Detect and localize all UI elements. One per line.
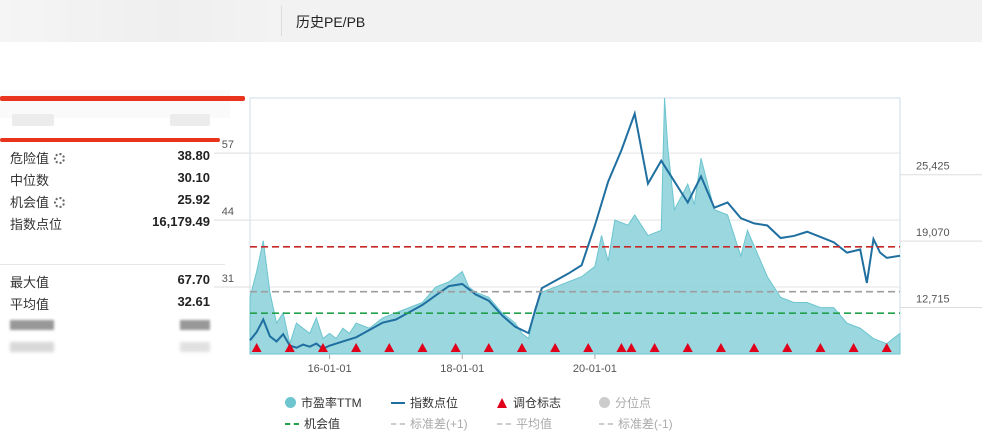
- stat-row-max: 最大值 67.70: [10, 269, 210, 291]
- pe-history-chart[interactable]: 57 44 31 25,425 19,070 12,715 16-01-01 18-01-01…: [214, 96, 982, 386]
- stat-row-median: 中位数 30.10: [10, 167, 210, 189]
- signal-triangle: [626, 343, 637, 352]
- signal-triangle: [649, 343, 660, 352]
- signal-triangle: [251, 343, 262, 352]
- stat-row-opportunity: 机会值 25.92: [10, 189, 210, 211]
- stats-panel-bottom: 最大值 67.70 平均值 32.61: [10, 269, 210, 357]
- signal-triangle: [384, 343, 395, 352]
- content-area: [0, 42, 982, 441]
- y-left-tick-label: 57: [222, 139, 234, 151]
- signal-triangle: [583, 343, 594, 352]
- signal-triangle: [351, 343, 362, 352]
- y-right-tick-label: 19,070: [916, 227, 950, 239]
- top-bar: 历史PE/PB: [0, 0, 982, 42]
- stat-label: 危险值: [10, 151, 50, 166]
- legend-label: 分位点: [615, 396, 652, 410]
- legend-item-mean[interactable]: 平均值: [497, 415, 552, 433]
- stats-panel-top: 危险值 38.80 中位数 30.10 机会值 25.92 指数点位 16,17…: [10, 145, 210, 233]
- stat-row-danger: 危险值 38.80: [10, 145, 210, 167]
- header-divider: [281, 6, 282, 36]
- legend-mean-dash-icon: [497, 423, 511, 425]
- legend-label: 机会值: [304, 417, 341, 431]
- signal-triangle: [715, 343, 726, 352]
- legend-std-plus-dash-icon: [391, 423, 405, 425]
- signal-triangle: [782, 343, 793, 352]
- legend-item-std-minus[interactable]: 标准差(-1): [599, 415, 673, 433]
- y-right-tick-label: 25,425: [916, 161, 950, 173]
- signal-triangle-icon: [497, 398, 507, 408]
- legend-label: 指数点位: [410, 396, 459, 410]
- x-tick-label: 16-01-01: [308, 363, 352, 375]
- stat-value: 16,179.49: [152, 214, 210, 229]
- y-right-tick-label: 12,715: [916, 294, 950, 306]
- signal-triangle: [881, 343, 892, 352]
- legend-pe-dot-icon: [285, 397, 296, 408]
- signal-triangle: [550, 343, 561, 352]
- y-left-tick-label: 31: [222, 273, 234, 285]
- legend-index-line-icon: [391, 402, 405, 404]
- legend-label: 市盈率TTM: [301, 396, 362, 410]
- redaction-bar: [0, 96, 245, 101]
- stat-label: 中位数: [10, 173, 50, 188]
- signal-triangle: [682, 343, 693, 352]
- legend-item-percentile[interactable]: 分位点: [599, 394, 651, 412]
- stat-value: 67.70: [177, 272, 210, 287]
- pe-area: [249, 97, 901, 355]
- chart-svg[interactable]: 57 44 31 25,425 19,070 12,715 16-01-01 18-01-01…: [214, 96, 982, 386]
- redaction-bar: [0, 138, 220, 142]
- signal-triangle: [284, 343, 295, 352]
- signal-triangle: [317, 343, 328, 352]
- legend-opportunity-dash-icon: [285, 423, 299, 425]
- stat-row-blurred: [10, 335, 210, 357]
- legend-std-minus-dash-icon: [599, 423, 613, 425]
- legend-item-opportunity[interactable]: 机会值: [285, 415, 340, 433]
- stat-value: 32.61: [177, 294, 210, 309]
- x-tick-label: 20-01-01: [573, 363, 617, 375]
- signal-triangle: [616, 343, 627, 352]
- stat-value: 30.10: [177, 170, 210, 185]
- page-title: 历史PE/PB: [296, 14, 366, 30]
- stat-row-mean: 平均值 32.61: [10, 291, 210, 313]
- stat-label: 最大值: [10, 275, 50, 290]
- legend-item-pe[interactable]: 市盈率TTM: [285, 394, 362, 412]
- signal-triangle: [516, 343, 527, 352]
- signal-triangle: [815, 343, 826, 352]
- signal-triangle: [450, 343, 461, 352]
- stat-row-index-level: 指数点位 16,179.49: [10, 211, 210, 233]
- stat-label: 平均值: [10, 297, 50, 312]
- legend-percentile-dot-icon: [599, 397, 610, 408]
- blurred-header-area: [0, 0, 280, 42]
- stat-label: 机会值: [10, 195, 50, 210]
- stats-divider: [0, 264, 225, 265]
- signal-triangle: [417, 343, 428, 352]
- stat-value: 25.92: [177, 192, 210, 207]
- stat-row-blurred: [10, 313, 210, 335]
- blurred-stat-row: [10, 110, 215, 130]
- settings-gear-icon[interactable]: [54, 197, 66, 208]
- stat-value: 38.80: [177, 148, 210, 163]
- legend-item-std-plus[interactable]: 标准差(+1): [391, 415, 468, 433]
- x-tick-label: 18-01-01: [440, 363, 484, 375]
- y-left-tick-label: 44: [222, 206, 234, 218]
- legend-item-signal[interactable]: 调仓标志: [497, 394, 561, 412]
- legend-label: 调仓标志: [513, 396, 562, 410]
- signal-triangle: [749, 343, 760, 352]
- legend-label: 平均值: [516, 417, 553, 431]
- legend-label: 标准差(+1): [410, 417, 468, 431]
- chart-legend: 市盈率TTM 指数点位 调仓标志 分位点 机会值 标准差(+1) 平均值 标准差…: [285, 394, 755, 438]
- signal-triangle: [483, 343, 494, 352]
- signal-triangle: [848, 343, 859, 352]
- legend-label: 标准差(-1): [618, 417, 673, 431]
- index-line: [249, 109, 901, 350]
- settings-gear-icon[interactable]: [54, 153, 66, 164]
- stat-label: 指数点位: [10, 217, 63, 232]
- legend-item-index[interactable]: 指数点位: [391, 394, 458, 412]
- blurred-row-top: [0, 90, 230, 118]
